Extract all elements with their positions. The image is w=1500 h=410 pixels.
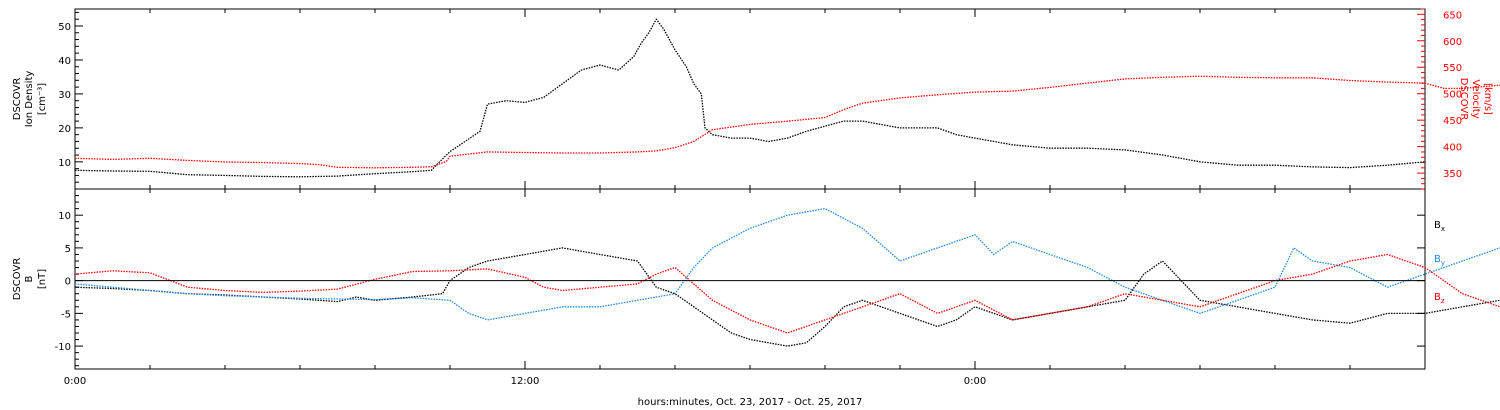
x-tick-label: 0:00 xyxy=(964,376,986,387)
top-panel-series xyxy=(74,18,1500,178)
top-left-axis-ticks: 10 20 30 40 50 xyxy=(58,11,83,190)
bottom-panel-frame xyxy=(74,188,1426,370)
bottom-ylabel-line3: [nT] xyxy=(37,269,48,289)
top-panel-frame xyxy=(74,8,1426,190)
y-tick-label: 20 xyxy=(58,124,71,135)
y-tick-label: 40 xyxy=(58,56,71,67)
legend: Bx By Bz xyxy=(1434,220,1445,305)
y-tick-label: 5 xyxy=(65,244,71,255)
x-tick-label: 0:00 xyxy=(64,376,86,387)
y-tick-label: 650 xyxy=(1443,10,1462,21)
y-tick-label: -10 xyxy=(55,342,71,353)
by-line xyxy=(74,207,1500,321)
top-left-ylabel-line3: [cm⁻³] xyxy=(37,83,48,115)
y-tick-label: -5 xyxy=(61,309,71,320)
x-tick-label: 12:00 xyxy=(511,376,540,387)
top-right-ylabel-line3: [km/s] xyxy=(1482,83,1493,115)
legend-by: By xyxy=(1434,254,1445,267)
x-axis-ticks: 0:00 12:00 0:00 xyxy=(64,9,1426,387)
y-tick-label: 550 xyxy=(1443,63,1462,74)
y-tick-label: 400 xyxy=(1443,143,1462,154)
y-tick-label: 10 xyxy=(58,158,71,169)
bx-line xyxy=(74,247,1500,347)
y-tick-label: 600 xyxy=(1443,37,1462,48)
bottom-ylabel-line1: DSCOVR xyxy=(12,258,23,301)
top-right-axis-ticks: 350 400 450 500 550 600 650 xyxy=(1417,8,1462,190)
legend-bx: Bx xyxy=(1434,220,1445,233)
y-tick-label: 30 xyxy=(58,90,71,101)
y-tick-label: 450 xyxy=(1443,116,1462,127)
bottom-panel-series xyxy=(74,207,1500,347)
top-right-ylabel-line1: DSCOVR xyxy=(1458,78,1469,121)
y-tick-label: 50 xyxy=(58,22,71,33)
velocity-line xyxy=(74,75,1500,169)
bottom-ylabel-line2: B xyxy=(24,275,35,282)
bottom-left-axis-ticks: -10 -5 0 5 10 xyxy=(55,188,1425,367)
y-tick-label: 500 xyxy=(1443,90,1462,101)
bz-line xyxy=(74,253,1500,334)
top-left-ylabel-line1: DSCOVR xyxy=(12,78,23,121)
y-tick-label: 350 xyxy=(1443,169,1462,180)
y-tick-label: 10 xyxy=(58,211,71,222)
top-left-ylabel-line2: Ion Density xyxy=(24,71,35,128)
legend-bz: Bz xyxy=(1434,292,1445,305)
top-right-ylabel-line2: Velocity xyxy=(1470,79,1481,118)
y-tick-label: 0 xyxy=(65,277,71,288)
x-axis-title: hours:minutes, Oct. 23, 2017 - Oct. 25, … xyxy=(638,397,863,408)
ion-density-line xyxy=(74,18,1426,178)
